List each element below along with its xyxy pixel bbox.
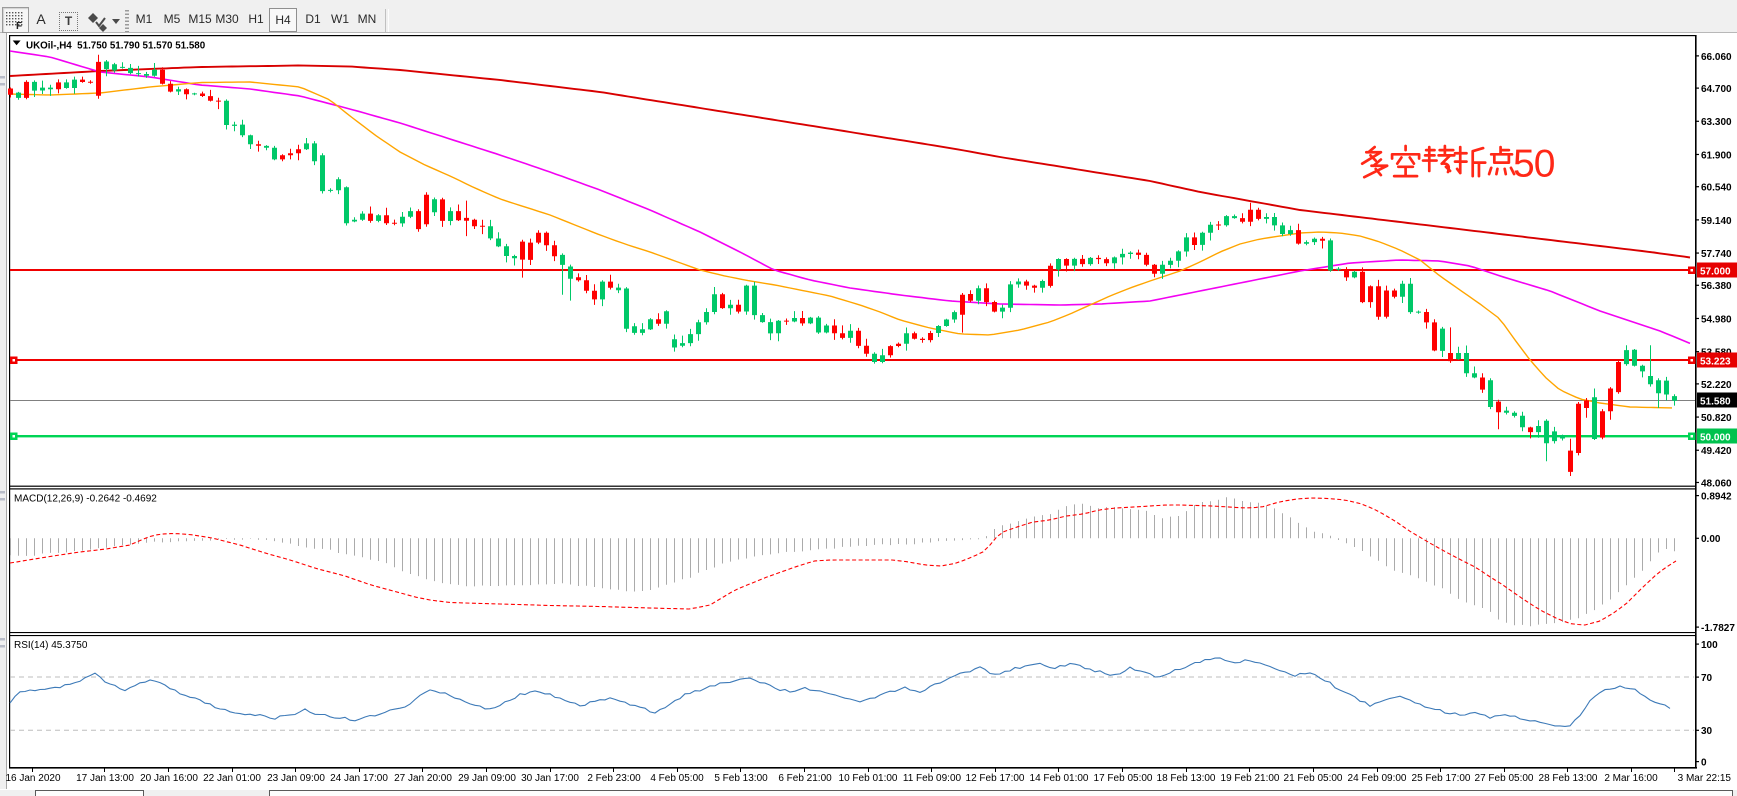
svg-text:57.000: 57.000 (1700, 267, 1731, 278)
svg-text:100: 100 (1701, 640, 1718, 651)
svg-text:23 Jan 09:00: 23 Jan 09:00 (267, 773, 325, 784)
svg-text:50: 50 (1513, 143, 1555, 186)
svg-text:30: 30 (1701, 726, 1713, 737)
svg-text:19 Feb 21:00: 19 Feb 21:00 (1221, 773, 1280, 784)
svg-text:25 Feb 17:00: 25 Feb 17:00 (1412, 773, 1471, 784)
svg-text:MACD(12,26,9) -0.2642 -0.4692: MACD(12,26,9) -0.2642 -0.4692 (14, 494, 157, 505)
svg-text:2 Feb 23:00: 2 Feb 23:00 (587, 773, 641, 784)
svg-text:28 Feb 13:00: 28 Feb 13:00 (1539, 773, 1598, 784)
svg-text:-1.7827: -1.7827 (1701, 623, 1735, 634)
svg-text:64.700: 64.700 (1701, 84, 1732, 95)
svg-text:3 Mar 22:15: 3 Mar 22:15 (1678, 773, 1732, 784)
svg-text:10 Feb 01:00: 10 Feb 01:00 (839, 773, 898, 784)
svg-text:27 Feb 05:00: 27 Feb 05:00 (1475, 773, 1534, 784)
svg-text:48.060: 48.060 (1701, 478, 1732, 489)
svg-text:0: 0 (1701, 758, 1707, 769)
svg-text:24 Jan 17:00: 24 Jan 17:00 (330, 773, 388, 784)
svg-text:50.820: 50.820 (1701, 413, 1732, 424)
svg-text:30 Jan 17:00: 30 Jan 17:00 (521, 773, 579, 784)
svg-text:F: F (16, 21, 22, 31)
svg-text:18 Feb 13:00: 18 Feb 13:00 (1157, 773, 1216, 784)
svg-text:0.8942: 0.8942 (1701, 492, 1732, 503)
svg-text:63.300: 63.300 (1701, 117, 1732, 128)
svg-text:16 Jan 2020: 16 Jan 2020 (5, 773, 60, 784)
svg-text:UKOil-,H4 51.750 51.790 51.57: UKOil-,H4 51.750 51.790 51.570 51.580 (26, 41, 206, 52)
svg-text:6 Feb 21:00: 6 Feb 21:00 (778, 773, 832, 784)
svg-text:53.223: 53.223 (1700, 357, 1731, 368)
svg-text:60.540: 60.540 (1701, 183, 1732, 194)
svg-text:59.140: 59.140 (1701, 216, 1732, 227)
svg-text:11 Feb 09:00: 11 Feb 09:00 (903, 773, 962, 784)
svg-text:52.220: 52.220 (1701, 380, 1732, 391)
svg-text:20 Jan 16:00: 20 Jan 16:00 (140, 773, 198, 784)
svg-text:57.740: 57.740 (1701, 249, 1732, 260)
svg-text:29 Jan 09:00: 29 Jan 09:00 (458, 773, 516, 784)
svg-text:5 Feb 13:00: 5 Feb 13:00 (714, 773, 768, 784)
svg-text:12 Feb 17:00: 12 Feb 17:00 (966, 773, 1025, 784)
svg-text:21 Feb 05:00: 21 Feb 05:00 (1284, 773, 1343, 784)
svg-text:54.980: 54.980 (1701, 314, 1732, 325)
svg-text:17 Feb 05:00: 17 Feb 05:00 (1094, 773, 1153, 784)
svg-text:51.580: 51.580 (1700, 397, 1731, 408)
svg-text:56.380: 56.380 (1701, 281, 1732, 292)
svg-text:2 Mar 16:00: 2 Mar 16:00 (1604, 773, 1658, 784)
svg-text:49.420: 49.420 (1701, 446, 1732, 457)
svg-text:27 Jan 20:00: 27 Jan 20:00 (394, 773, 452, 784)
svg-text:66.060: 66.060 (1701, 52, 1732, 63)
svg-text:50.000: 50.000 (1700, 433, 1731, 444)
svg-text:61.900: 61.900 (1701, 150, 1732, 161)
svg-text:22 Jan 01:00: 22 Jan 01:00 (203, 773, 261, 784)
svg-text:24 Feb 09:00: 24 Feb 09:00 (1348, 773, 1407, 784)
svg-text:70: 70 (1701, 673, 1713, 684)
svg-text:0.00: 0.00 (1701, 534, 1721, 545)
svg-text:4 Feb 05:00: 4 Feb 05:00 (650, 773, 704, 784)
svg-text:RSI(14) 45.3750: RSI(14) 45.3750 (14, 640, 88, 651)
svg-text:14 Feb 01:00: 14 Feb 01:00 (1030, 773, 1089, 784)
svg-text:17 Jan 13:00: 17 Jan 13:00 (76, 773, 134, 784)
